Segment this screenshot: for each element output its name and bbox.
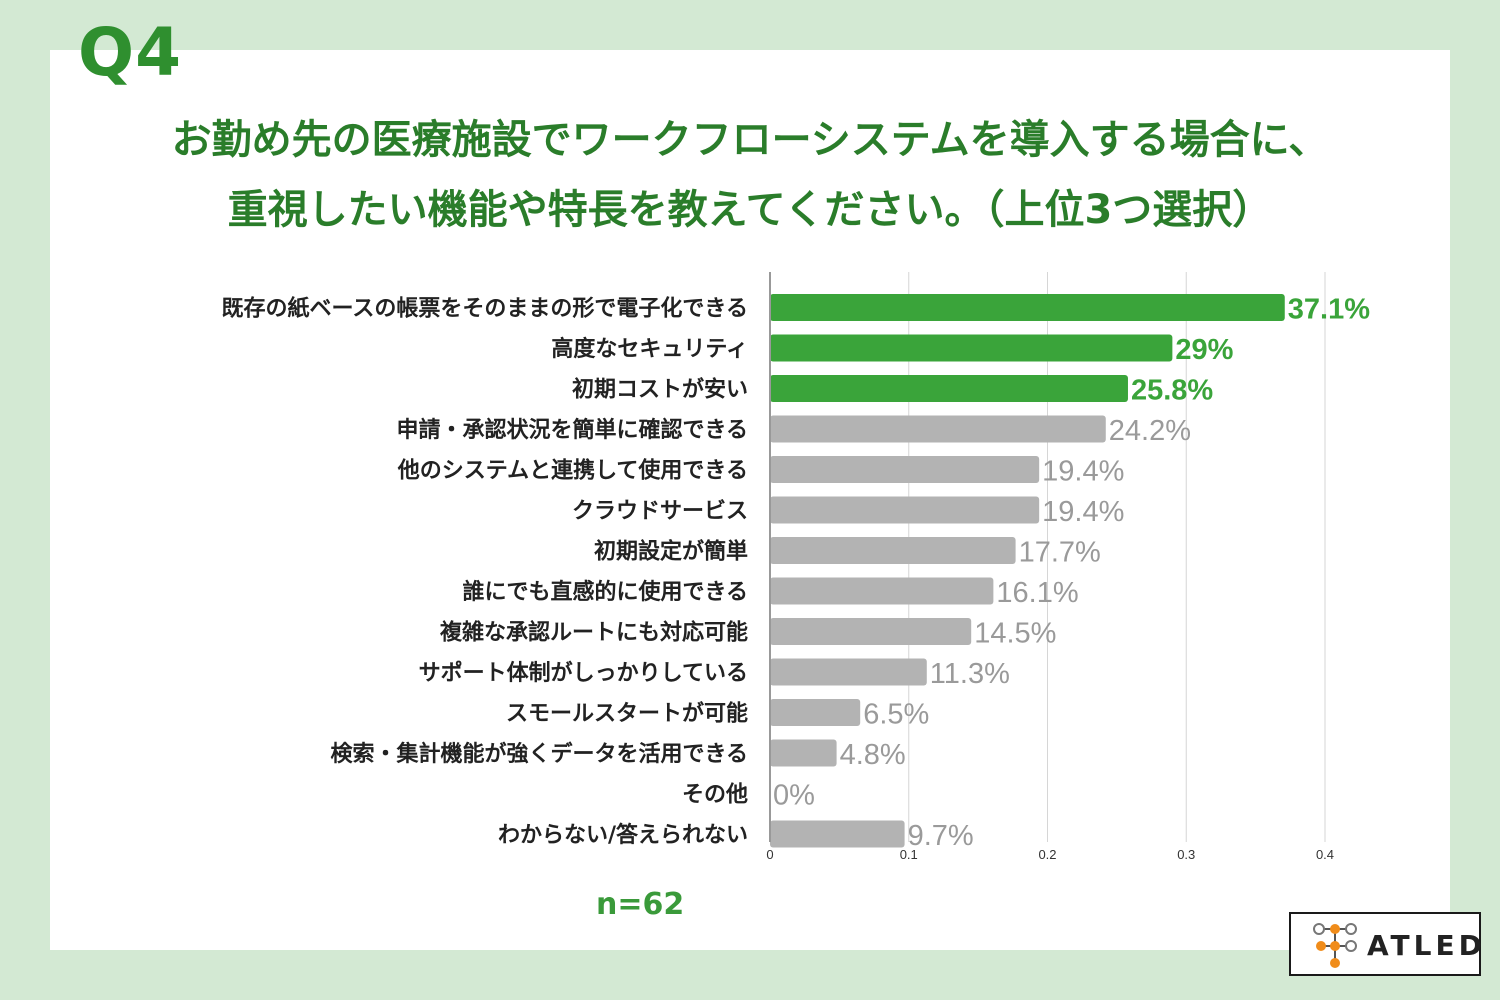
category-label-6: 初期設定が簡単 [594, 539, 748, 565]
category-label-8: 複雑な承認ルートにも対応可能 [440, 620, 748, 646]
question-number: Q4 [78, 14, 183, 91]
bar-0 [770, 294, 1285, 321]
value-label-0: 37.1% [1288, 294, 1370, 326]
category-label-7: 誰にでも直感的に使用できる [462, 579, 748, 605]
value-label-11: 4.8% [840, 739, 906, 771]
value-label-7: 16.1% [996, 577, 1078, 609]
chart-title-line-2: 重視したい機能や特長を教えてください。（上位3つ選択） [227, 187, 1273, 233]
chart-card [50, 50, 1450, 950]
value-label-9: 11.3% [930, 658, 1010, 690]
category-label-4: 他のシステムと連携して使用できる [397, 458, 748, 484]
category-label-10: スモールスタートが可能 [506, 701, 748, 727]
category-label-12: その他 [682, 783, 748, 808]
value-label-3: 24.2% [1109, 415, 1191, 447]
x-tick-label-1: 0.1 [900, 847, 918, 862]
x-tick-label-0: 0 [766, 847, 773, 862]
value-label-1: 29% [1175, 334, 1233, 366]
bar-5 [770, 496, 1040, 524]
value-label-5: 19.4% [1042, 496, 1124, 528]
bar-1 [770, 334, 1173, 362]
bar-2 [770, 375, 1128, 402]
category-label-9: サポート体制がしっかりしている [419, 660, 748, 686]
category-label-1: 高度なセキュリティ [551, 336, 748, 362]
bar-9 [770, 658, 927, 686]
category-label-5: クラウドサービス [572, 499, 748, 524]
bar-4 [770, 456, 1040, 483]
node-tree-icon [1313, 923, 1357, 968]
value-label-6: 17.7% [1019, 537, 1101, 569]
category-label-13: わからない/答えられない [498, 822, 748, 848]
sample-size: n=62 [596, 887, 685, 922]
chart-title-line-1: お勤め先の医療施設でワークフローシステムを導入する場合に、 [171, 117, 1329, 163]
bar-8 [770, 618, 972, 645]
value-label-2: 25.8% [1131, 375, 1213, 407]
bar-13 [770, 820, 905, 848]
atled-logo: ATLED [1289, 912, 1482, 976]
category-label-11: 検索・集計機能が強くデータを活用できる [330, 741, 748, 767]
bar-11 [770, 739, 837, 767]
value-label-4: 19.4% [1042, 456, 1124, 488]
value-label-8: 14.5% [974, 618, 1056, 650]
bar-10 [770, 699, 861, 726]
category-label-2: 初期コストが安い [572, 377, 748, 403]
bar-6 [770, 537, 1016, 564]
bar-7 [770, 577, 994, 605]
x-tick-label-3: 0.3 [1177, 847, 1195, 862]
category-label-0: 既存の紙ベースの帳票をそのままの形で電子化できる [222, 296, 748, 322]
logo-text: ATLED [1367, 929, 1486, 962]
value-label-13: 9.7% [908, 820, 974, 852]
bar-3 [770, 415, 1106, 443]
category-label-3: 申請・承認状況を簡単に確認できる [396, 417, 748, 443]
x-tick-label-4: 0.4 [1316, 847, 1334, 862]
value-label-10: 6.5% [863, 699, 929, 731]
x-tick-label-2: 0.2 [1038, 847, 1056, 862]
value-label-12: 0% [773, 780, 815, 812]
